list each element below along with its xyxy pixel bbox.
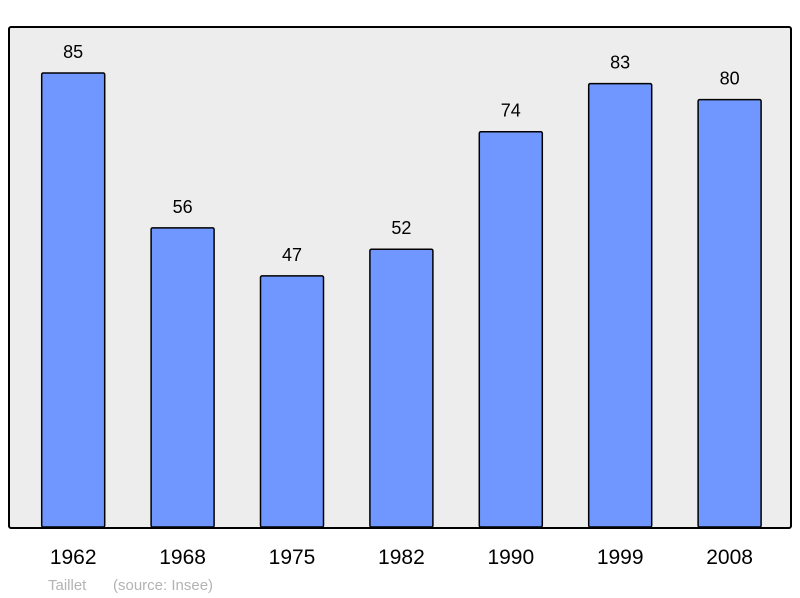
data-label-1962: 85 <box>63 42 83 62</box>
data-label-1990: 74 <box>501 101 521 121</box>
footer-source: (source: Insee) <box>113 577 213 594</box>
x-tick-1982: 1982 <box>378 546 425 569</box>
bar-1982 <box>369 248 434 528</box>
x-tick-1975: 1975 <box>269 546 316 569</box>
data-label-1999: 83 <box>610 53 630 73</box>
bar-1999 <box>587 82 653 528</box>
bar-2008 <box>697 98 762 528</box>
x-tick-1968: 1968 <box>159 546 206 569</box>
bar-1975 <box>259 275 325 528</box>
data-label-1975: 47 <box>282 245 302 265</box>
data-label-1968: 56 <box>173 197 193 217</box>
x-tick-1999: 1999 <box>597 546 644 569</box>
x-tick-2008: 2008 <box>706 546 753 569</box>
bar-1990 <box>478 130 544 528</box>
bar-1968 <box>150 227 215 528</box>
bar-1962 <box>40 72 106 528</box>
x-tick-1990: 1990 <box>487 546 534 569</box>
data-label-1982: 52 <box>391 218 411 238</box>
footer-author: Taillet <box>48 577 87 594</box>
data-label-2008: 80 <box>720 69 740 89</box>
x-tick-1962: 1962 <box>50 546 97 569</box>
